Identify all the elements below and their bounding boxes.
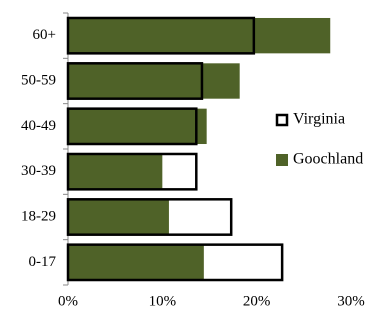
x-tick-label: 30% <box>337 293 365 309</box>
bar <box>68 17 331 54</box>
y-tick-label: 60+ <box>33 27 56 43</box>
bar <box>68 108 207 145</box>
legend-label: Virginia <box>293 111 345 128</box>
x-tick-label: 0% <box>58 293 78 309</box>
bar <box>66 152 198 191</box>
bar <box>66 198 233 236</box>
y-tick-label: 0-17 <box>29 254 57 270</box>
y-tick-label: 30-39 <box>21 163 56 179</box>
x-tick-label: 20% <box>243 293 271 309</box>
bar <box>68 244 204 281</box>
y-tick-label: 40-49 <box>21 118 56 134</box>
bar <box>68 153 163 190</box>
bar <box>66 243 284 282</box>
legend-swatch <box>276 154 288 166</box>
x-tick-label: 10% <box>149 293 177 309</box>
legend-label: Goochland <box>293 151 363 168</box>
legend-swatch <box>275 113 289 127</box>
y-tick-label: 18-29 <box>21 208 56 224</box>
bar <box>66 107 198 146</box>
y-tick-label: 50-59 <box>21 72 56 88</box>
bar <box>66 16 256 55</box>
bar <box>68 199 169 235</box>
bar <box>68 63 240 99</box>
bar <box>66 62 204 100</box>
